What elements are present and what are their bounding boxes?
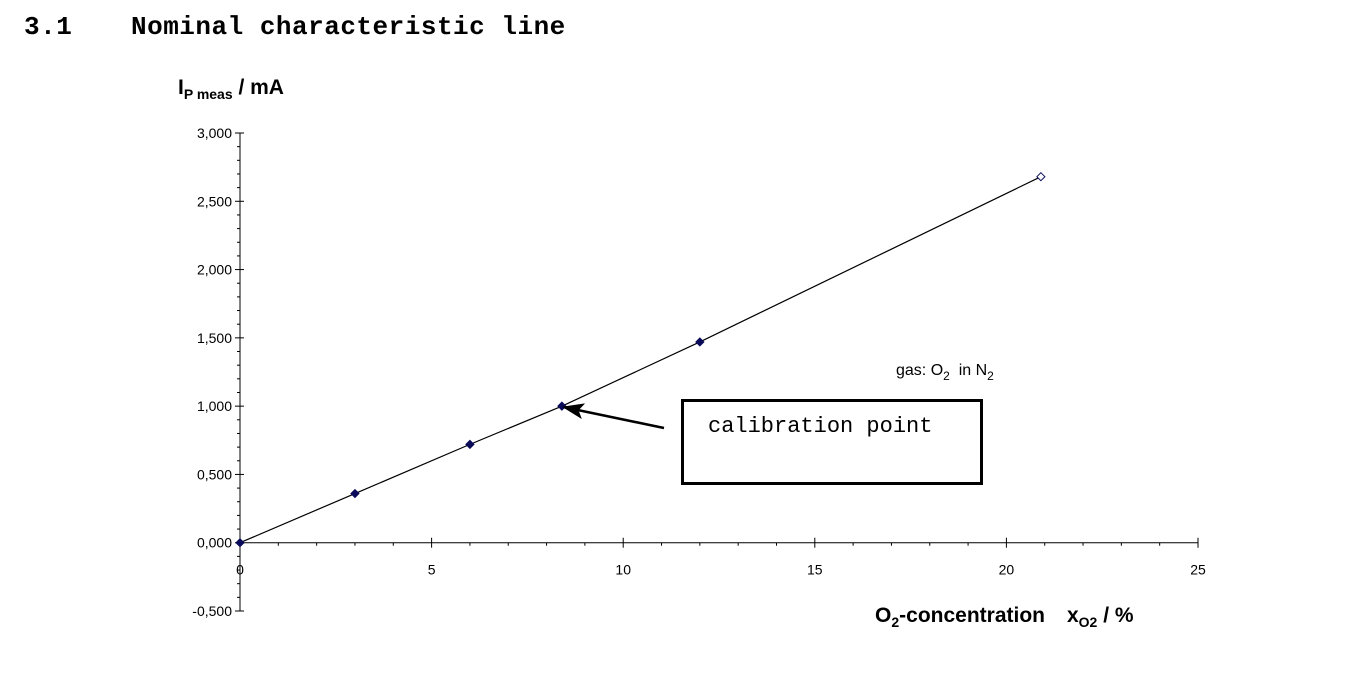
axes: -0,500 0,000 0,500 1,000 1,500 2,000 2,500 3,00…: [192, 125, 1206, 619]
y-tick-label: -0,500: [192, 603, 232, 619]
x-tick-label: 10: [615, 562, 631, 578]
x-axis-label-sub1: 2: [891, 614, 900, 630]
y-tick-label: 1,000: [197, 398, 232, 414]
gas-annotation-prefix: gas: O: [896, 362, 943, 379]
data-point-marker: [695, 337, 705, 347]
marker-layer: [235, 171, 1046, 548]
x-axis-label-mid: -concentration: [899, 604, 1045, 627]
gas-annotation-o2-sub: 2: [943, 369, 950, 383]
x-axis-label-var: x: [1066, 604, 1079, 627]
gas-annotation-middle: in N: [950, 362, 987, 379]
callout-arrow: [561, 403, 665, 430]
y-axis-label-main: I: [178, 76, 184, 99]
x-axis-label-sub2: O2: [1078, 614, 1098, 630]
y-tick-label: 2,500: [197, 193, 232, 209]
x-axis-label: O2-concentration xO2 / %: [875, 604, 1134, 630]
x-axis-label-pre: O: [875, 604, 892, 627]
data-point-marker: [1036, 171, 1046, 182]
section-heading: 3.1 Nominal characteristic line: [24, 12, 566, 42]
data-point-marker: [235, 538, 245, 548]
calibration-callout-box: calibration point: [681, 399, 983, 485]
y-tick-label: 0,500: [197, 466, 232, 482]
gas-annotation: gas: O2 in N2: [896, 362, 994, 383]
series-layer: [239, 176, 1042, 544]
y-tick-label: 2,000: [197, 262, 232, 278]
y-axis-label: IP meas / mA: [178, 76, 284, 102]
gas-annotation-n2-sub: 2: [987, 369, 994, 383]
x-tick-label: 5: [428, 562, 436, 578]
data-point-marker: [350, 488, 360, 499]
y-tick-label: 0,000: [197, 535, 232, 551]
calibration-callout-text: calibration point: [708, 414, 933, 439]
x-tick-label: 0: [236, 562, 244, 578]
x-axis-label-unit: / %: [1097, 604, 1134, 627]
y-axis-label-unit: / mA: [232, 76, 284, 99]
series-line: [239, 176, 1042, 544]
section-title: Nominal characteristic line: [131, 12, 566, 42]
y-tick-label: 3,000: [197, 125, 232, 141]
x-tick-label: 15: [807, 562, 823, 578]
section-number: 3.1: [24, 12, 73, 42]
data-point-marker: [465, 439, 475, 450]
y-axis-label-sub: P meas: [183, 86, 233, 102]
x-tick-label: 25: [1190, 562, 1206, 578]
y-tick-label: 1,500: [197, 330, 232, 346]
x-tick-label: 20: [999, 562, 1015, 578]
